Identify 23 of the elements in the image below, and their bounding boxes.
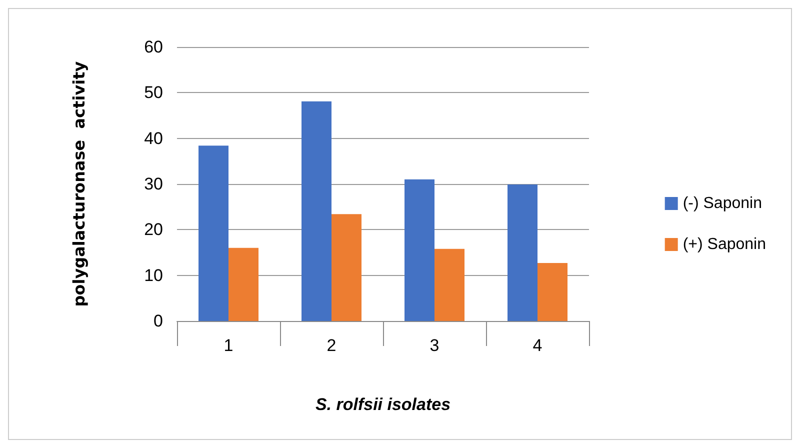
bar bbox=[508, 184, 538, 321]
x-tick-label: 1 bbox=[224, 336, 234, 355]
bar bbox=[434, 248, 464, 321]
bar bbox=[228, 248, 258, 321]
bar bbox=[302, 101, 332, 321]
y-tick-label: 20 bbox=[144, 220, 163, 240]
y-tick-label: 0 bbox=[154, 312, 163, 330]
bar bbox=[198, 146, 228, 321]
legend-label: (-) Saponin bbox=[682, 195, 762, 212]
y-tick-label: 50 bbox=[144, 83, 163, 102]
y-tick-label: 60 bbox=[144, 38, 163, 56]
x-axis-title: S. rolfsii isolates bbox=[315, 395, 451, 414]
y-tick-label: 40 bbox=[144, 128, 163, 148]
bar bbox=[404, 179, 434, 321]
y-tick-label: 30 bbox=[144, 174, 163, 194]
bar bbox=[538, 263, 568, 321]
x-tick-label: 4 bbox=[532, 336, 542, 355]
legend-label: (+) Saponin bbox=[682, 236, 766, 253]
y-axis-title: polygalacturonase activity bbox=[70, 60, 88, 307]
bar bbox=[332, 214, 362, 321]
x-tick-label: 3 bbox=[430, 336, 440, 355]
y-tick-label: 10 bbox=[144, 266, 163, 285]
x-tick-label: 2 bbox=[326, 336, 336, 355]
